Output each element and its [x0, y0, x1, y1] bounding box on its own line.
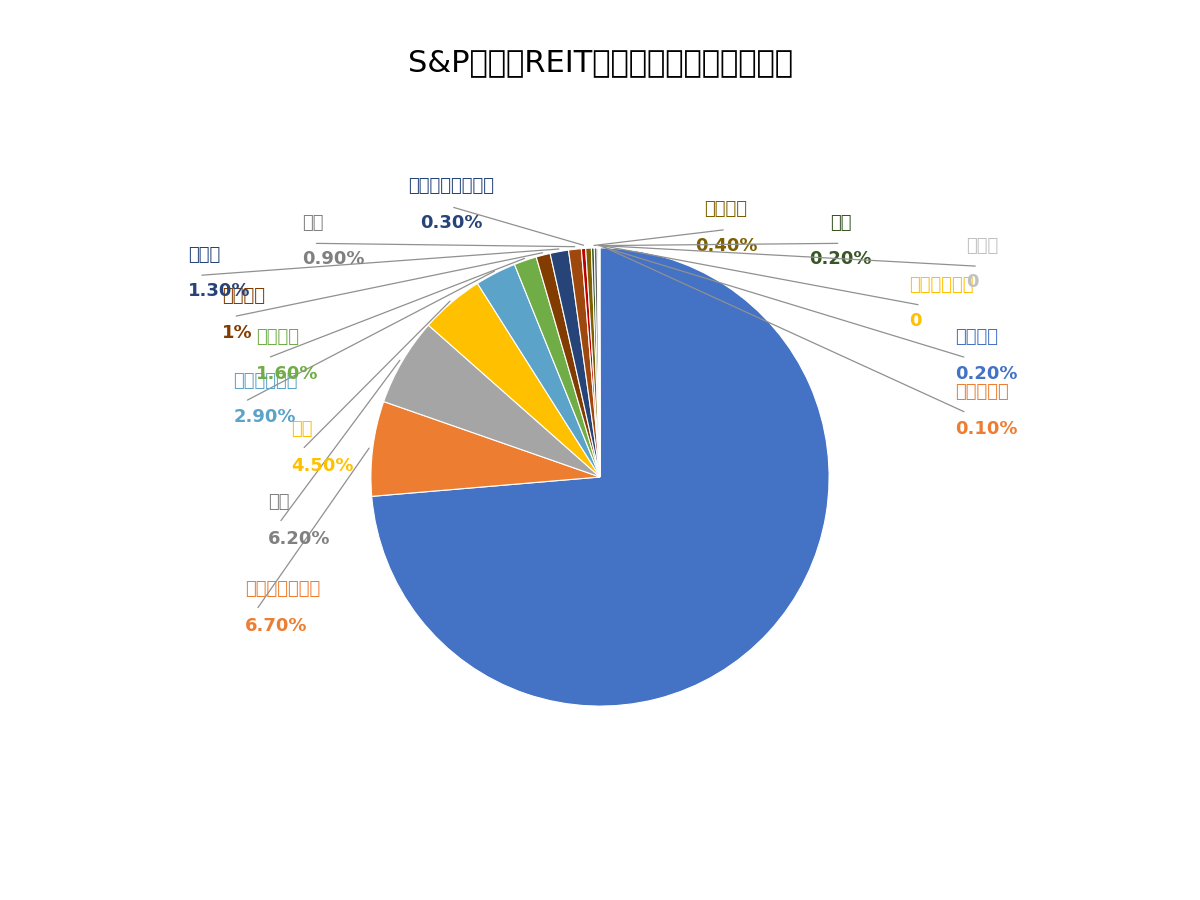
Text: アイルランド: アイルランド [910, 275, 973, 293]
Wedge shape [536, 254, 600, 477]
Wedge shape [586, 248, 600, 477]
Wedge shape [372, 248, 829, 706]
Wedge shape [478, 265, 600, 477]
Wedge shape [384, 325, 600, 477]
Text: ニュージーランド: ニュージーランド [408, 177, 494, 195]
Text: 6.70%: 6.70% [245, 616, 307, 634]
Text: 73.80%: 73.80% [596, 626, 672, 644]
Text: 0.10%: 0.10% [955, 420, 1018, 438]
Text: 0: 0 [966, 274, 979, 292]
Text: カナダ: カナダ [187, 246, 220, 264]
Text: 0.30%: 0.30% [420, 213, 482, 231]
Wedge shape [515, 257, 600, 477]
Text: 日本: 日本 [268, 493, 289, 511]
Text: 0.40%: 0.40% [695, 237, 757, 255]
Text: 2.90%: 2.90% [234, 409, 296, 427]
Wedge shape [599, 248, 600, 477]
Text: オーストラリア: オーストラリア [245, 580, 320, 598]
Text: ベルギー: ベルギー [222, 287, 265, 305]
Text: フランス: フランス [257, 328, 299, 346]
Text: 1.60%: 1.60% [257, 364, 319, 382]
Text: 1%: 1% [222, 324, 253, 342]
Text: 0.90%: 0.90% [302, 250, 365, 268]
Text: 0.20%: 0.20% [955, 364, 1018, 382]
Wedge shape [569, 248, 600, 477]
Text: 1.30%: 1.30% [187, 283, 250, 301]
Wedge shape [594, 248, 600, 477]
Text: 香港: 香港 [302, 213, 324, 231]
Wedge shape [371, 401, 600, 497]
Text: 韓国: 韓国 [829, 213, 851, 231]
Text: シンガポール: シンガポール [234, 372, 298, 390]
Wedge shape [428, 284, 600, 477]
Wedge shape [550, 250, 600, 477]
Text: ドイツ: ドイツ [966, 237, 998, 255]
Wedge shape [592, 248, 600, 477]
Text: 米国: 米国 [624, 594, 646, 612]
Text: スペイン: スペイン [704, 200, 748, 218]
Wedge shape [598, 248, 600, 477]
Text: 英国: 英国 [290, 420, 312, 438]
Text: オランダ: オランダ [955, 328, 998, 346]
Text: イスラエル: イスラエル [955, 383, 1009, 401]
Wedge shape [581, 248, 600, 477]
Text: 0.20%: 0.20% [809, 250, 871, 268]
Text: 6.20%: 6.20% [268, 530, 330, 548]
Text: S&P先進国REITインデックスの国別内訳: S&P先進国REITインデックスの国別内訳 [408, 49, 792, 77]
Text: 4.50%: 4.50% [290, 456, 353, 474]
Text: 0: 0 [910, 312, 922, 330]
